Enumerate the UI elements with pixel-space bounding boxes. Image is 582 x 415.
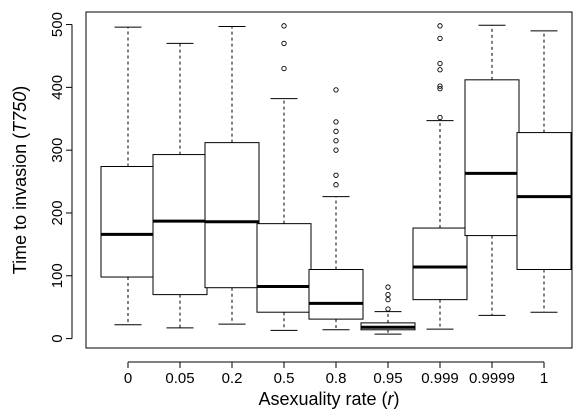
x-axis-title-symbol: r — [388, 389, 395, 409]
outlier-point — [437, 114, 443, 121]
box-1 — [516, 30, 572, 313]
box-body — [412, 227, 468, 301]
box-0 — [100, 26, 156, 326]
outlier-point — [333, 147, 339, 153]
y-tick-label: 100 — [49, 263, 66, 288]
boxes — [100, 23, 572, 335]
x-tick-label: 0.8 — [326, 370, 347, 387]
outlier-point — [385, 296, 391, 303]
box-0.05 — [152, 42, 208, 329]
y-tick-label: 500 — [49, 12, 66, 37]
y-axis-title-prefix: Time to invasion ( — [10, 133, 30, 274]
outlier-point — [437, 23, 443, 29]
box-body — [308, 268, 364, 320]
outlier-point — [333, 119, 339, 125]
box-0.95 — [360, 284, 416, 335]
x-axis: 0 0.05 0.2 0.5 0.8 0.95 0.999 0.9999 1 — [124, 361, 548, 387]
x-axis-title-prefix: Asexuality rate ( — [258, 389, 387, 409]
box-0.9999 — [464, 24, 520, 316]
box-body — [204, 142, 260, 289]
outlier-point — [437, 60, 443, 67]
box-body — [464, 79, 520, 237]
x-tick-label: 0.2 — [222, 370, 243, 387]
plot-frame — [85, 11, 573, 349]
outlier-point — [281, 23, 287, 29]
outlier-point — [437, 67, 443, 73]
box-0.999 — [412, 23, 468, 330]
outlier-point — [333, 182, 339, 188]
y-tick-label: 200 — [49, 200, 66, 225]
box-body — [516, 132, 572, 270]
outlier-point — [333, 138, 339, 144]
x-tick-label: 0 — [124, 370, 132, 387]
x-tick-label: 0.5 — [274, 370, 295, 387]
box-0.8 — [308, 87, 364, 331]
x-axis-title: Asexuality rate (r) — [258, 389, 399, 409]
y-axis-title-symbol: T750 — [10, 92, 30, 133]
y-tick-label: 400 — [49, 75, 66, 100]
box-body — [256, 223, 312, 313]
x-axis-title-suffix: ) — [394, 389, 400, 409]
outlier-point — [437, 85, 443, 92]
y-axis: 0 100 200 300 400 500 — [49, 12, 73, 343]
x-tick-label: 0.999 — [421, 370, 459, 387]
y-axis-title-suffix: ) — [10, 86, 30, 92]
box-body — [152, 154, 208, 296]
x-tick-label: 0.05 — [165, 370, 194, 387]
outlier-point — [385, 306, 391, 312]
outlier-point — [385, 291, 391, 298]
box-body — [100, 165, 156, 278]
y-tick-label: 0 — [49, 334, 66, 342]
box-0.5 — [256, 23, 312, 331]
outlier-point — [437, 83, 443, 89]
outlier-point — [437, 35, 443, 42]
x-tick-label: 1 — [540, 370, 548, 387]
outlier-point — [281, 65, 287, 72]
x-tick-label: 0.9999 — [469, 370, 515, 387]
y-tick-label: 300 — [49, 138, 66, 163]
y-axis-title: Time to invasion (T750) — [10, 86, 30, 274]
box-0.2 — [204, 25, 260, 325]
outlier-point — [333, 87, 339, 93]
outlier-point — [333, 128, 339, 134]
x-tick-label: 0.95 — [373, 370, 402, 387]
outlier-point — [333, 172, 339, 178]
outlier-point — [385, 284, 391, 290]
outlier-point — [281, 40, 287, 47]
